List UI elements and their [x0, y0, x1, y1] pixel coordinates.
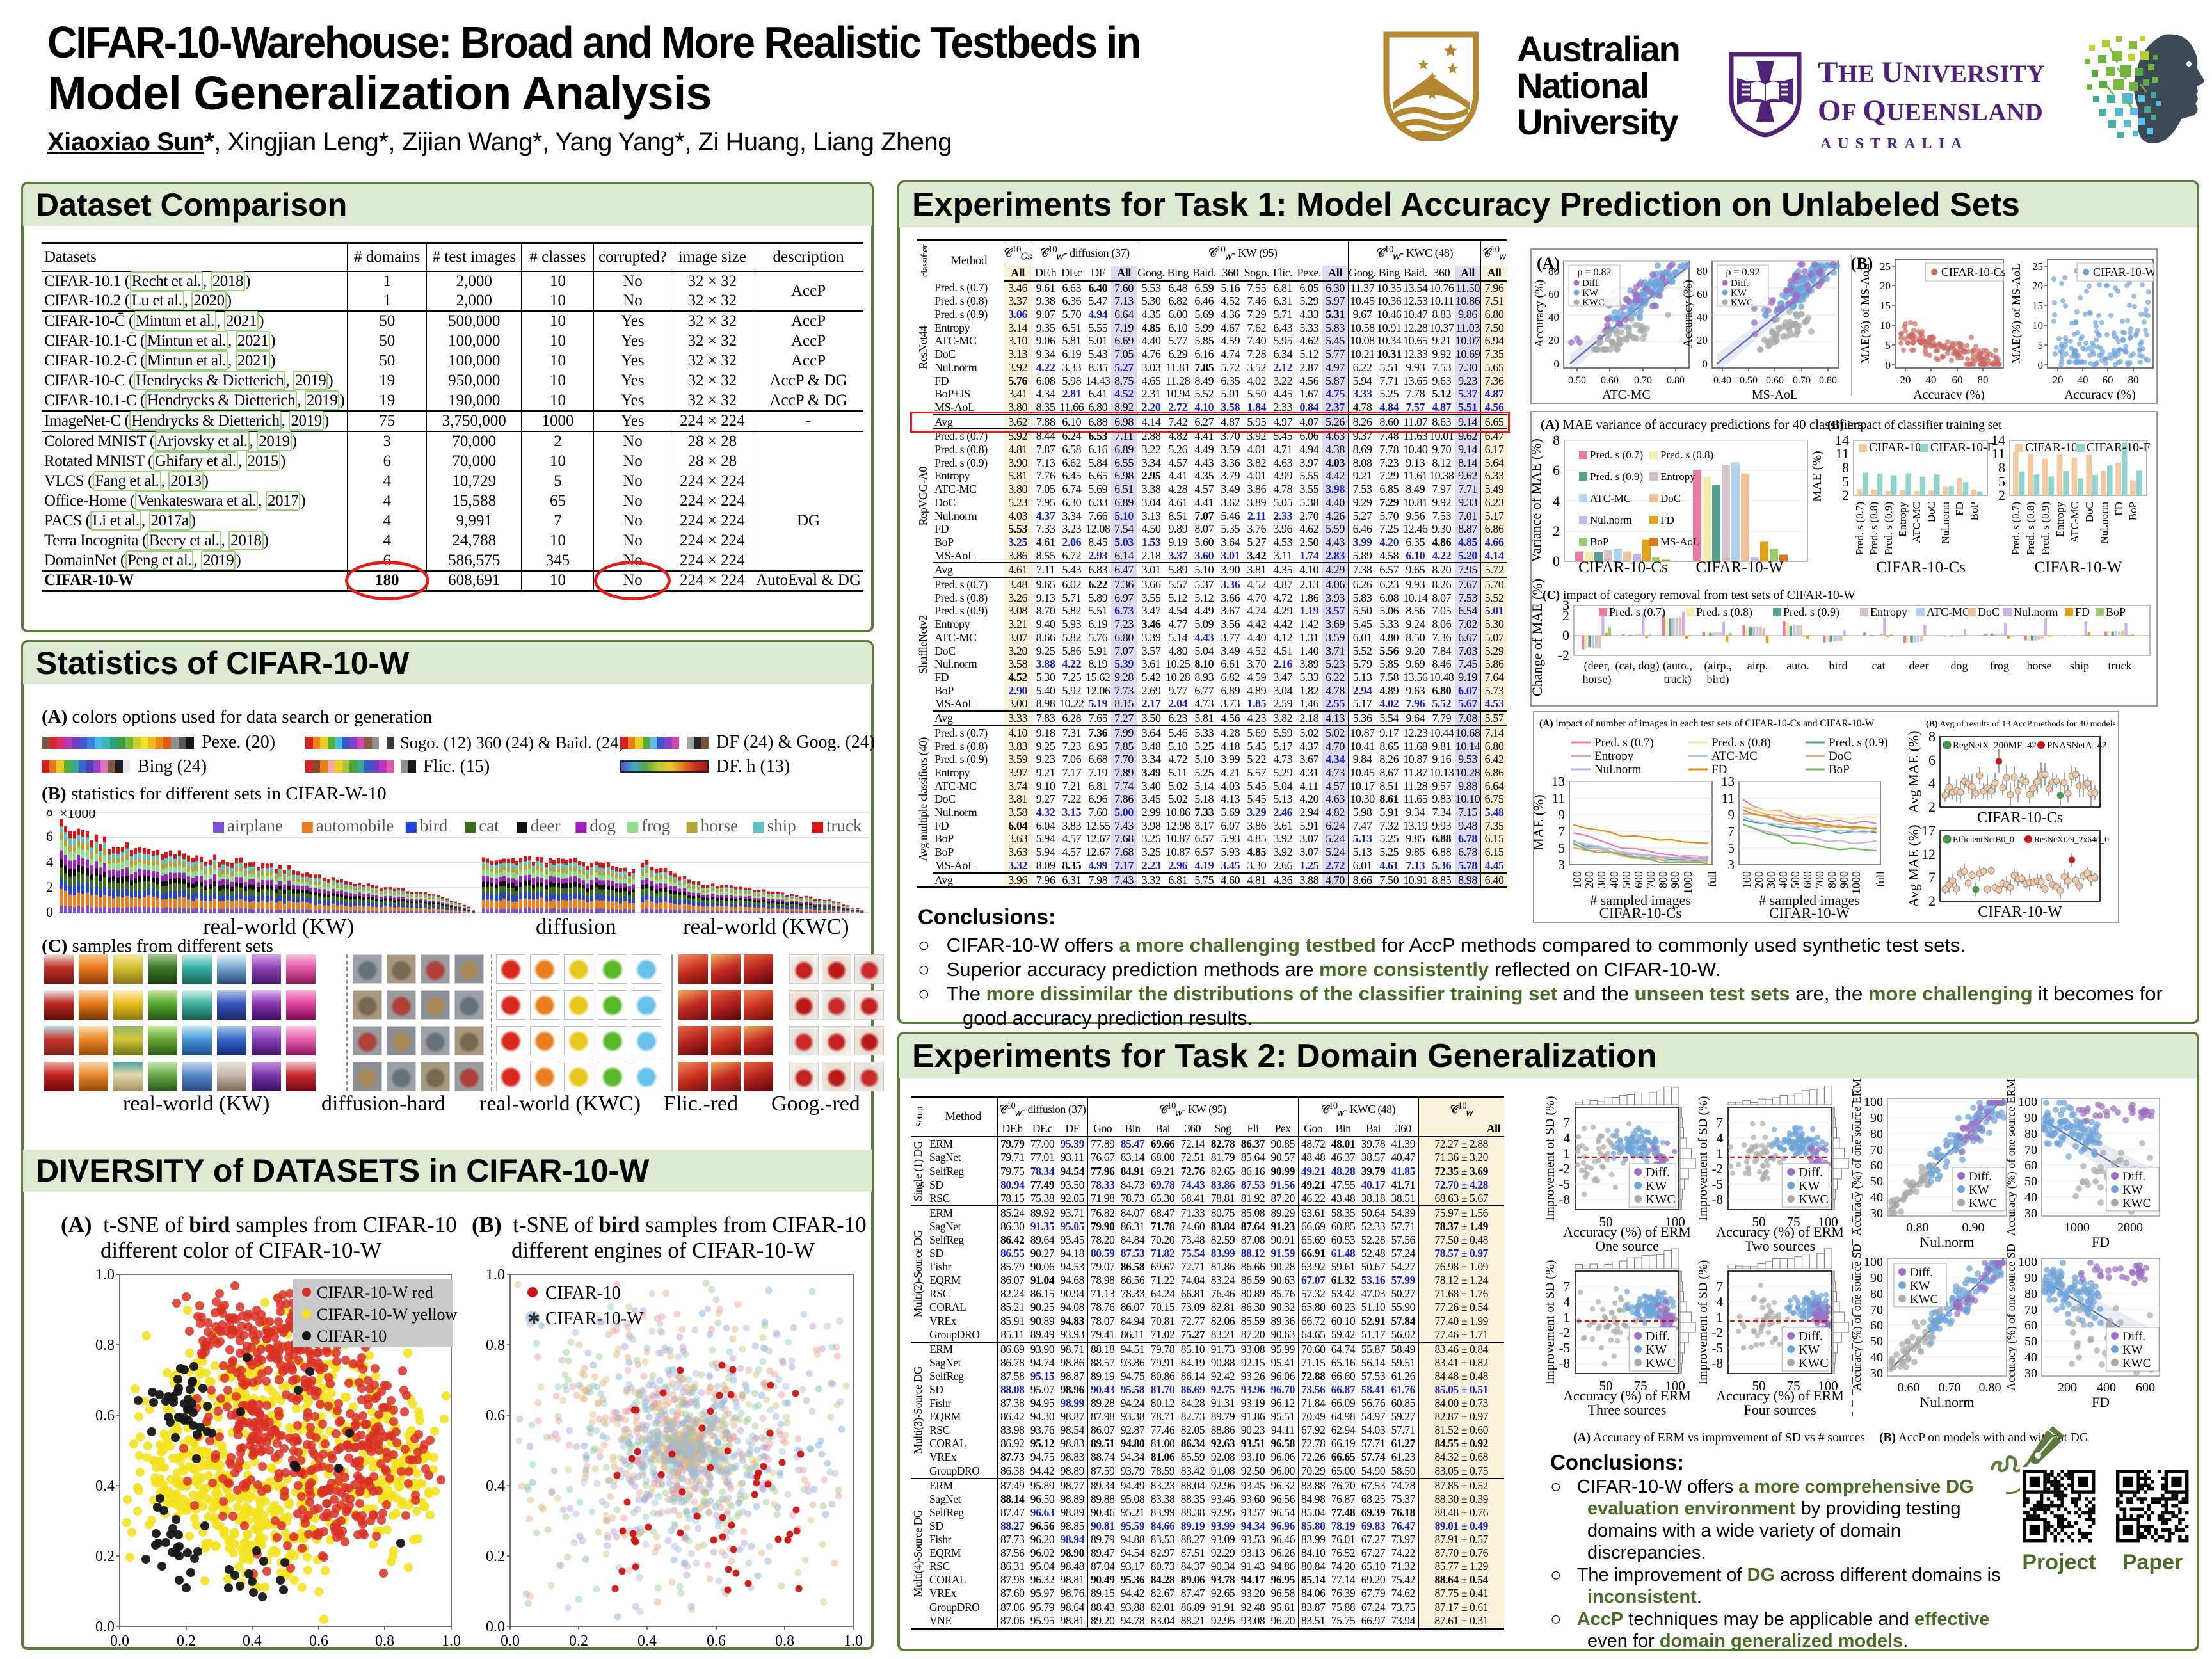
- svg-text:2: 2: [46, 879, 53, 895]
- svg-text:dog: dog: [589, 816, 616, 835]
- svg-text:0.6: 0.6: [486, 1407, 505, 1424]
- svg-text:0.8: 0.8: [775, 1633, 794, 1649]
- svg-text:0.0: 0.0: [110, 1633, 129, 1649]
- svg-text:40: 40: [1697, 311, 1708, 323]
- svg-text:0.60: 0.60: [1601, 375, 1619, 386]
- svg-text:(A): (A): [1537, 254, 1560, 273]
- svg-text:0.50: 0.50: [1740, 375, 1758, 386]
- svg-text:0: 0: [1554, 358, 1560, 370]
- svg-text:80: 80: [1548, 265, 1559, 277]
- svg-text:0.2: 0.2: [177, 1633, 196, 1649]
- svg-text:truck: truck: [826, 816, 862, 835]
- svg-text:ATC-MC: ATC-MC: [1602, 388, 1651, 400]
- svg-text:✱: ✱: [527, 1310, 540, 1327]
- svg-text:1.0: 1.0: [486, 1267, 505, 1283]
- svg-text:bird: bird: [420, 816, 448, 835]
- svg-text:CIFAR-10: CIFAR-10: [545, 1283, 621, 1303]
- svg-text:4: 4: [46, 854, 53, 870]
- svg-text:20: 20: [1548, 334, 1559, 346]
- svg-text:0.0: 0.0: [95, 1619, 115, 1635]
- svg-text:0.8: 0.8: [486, 1337, 505, 1354]
- svg-text:0.6: 0.6: [707, 1633, 726, 1649]
- svg-text:0.2: 0.2: [569, 1633, 588, 1649]
- svg-text:KW: KW: [1582, 288, 1599, 298]
- svg-text:0.8: 0.8: [95, 1337, 115, 1354]
- svg-text:60: 60: [1548, 288, 1559, 300]
- svg-text:0.4: 0.4: [486, 1478, 505, 1495]
- svg-text:40: 40: [1548, 311, 1559, 323]
- svg-text:KWC: KWC: [1582, 298, 1605, 308]
- svg-text:CIFAR-10: CIFAR-10: [317, 1327, 387, 1345]
- svg-text:0.4: 0.4: [95, 1478, 115, 1495]
- svg-text:airplane: airplane: [227, 816, 283, 835]
- svg-text:0.6: 0.6: [95, 1407, 115, 1424]
- svg-text:0.80: 0.80: [1819, 375, 1837, 386]
- svg-text:CIFAR-10-W yellow: CIFAR-10-W yellow: [317, 1305, 458, 1324]
- svg-text:×1000: ×1000: [60, 810, 95, 821]
- svg-text:1.0: 1.0: [95, 1267, 115, 1283]
- svg-text:0.80: 0.80: [1667, 375, 1685, 386]
- svg-text:20: 20: [1697, 334, 1708, 346]
- svg-text:0.50: 0.50: [1568, 375, 1586, 386]
- svg-text:0.4: 0.4: [243, 1633, 262, 1649]
- svg-text:0.70: 0.70: [1793, 375, 1811, 386]
- svg-text:ρ = 0.82: ρ = 0.82: [1577, 267, 1611, 278]
- svg-text:cat: cat: [479, 816, 499, 835]
- svg-text:automobile: automobile: [316, 816, 394, 835]
- svg-text:0.2: 0.2: [95, 1548, 115, 1565]
- svg-text:0.8: 0.8: [375, 1633, 394, 1649]
- svg-text:0.0: 0.0: [486, 1619, 505, 1635]
- svg-text:6: 6: [46, 828, 53, 844]
- svg-text:0: 0: [1703, 358, 1708, 370]
- svg-text:0.40: 0.40: [1713, 375, 1731, 386]
- svg-text:80: 80: [1697, 265, 1708, 277]
- svg-text:CIFAR-10-W red: CIFAR-10-W red: [317, 1283, 433, 1302]
- svg-text:0.2: 0.2: [486, 1548, 505, 1565]
- svg-text:frog: frog: [641, 816, 670, 835]
- svg-text:horse: horse: [701, 816, 738, 835]
- svg-text:Diff.: Diff.: [1582, 278, 1600, 289]
- svg-text:Accuracy (%): Accuracy (%): [1533, 280, 1546, 348]
- svg-text:60: 60: [1697, 288, 1708, 300]
- svg-text:0.4: 0.4: [637, 1633, 657, 1649]
- svg-text:1.0: 1.0: [844, 1633, 863, 1649]
- svg-text:0.0: 0.0: [501, 1633, 520, 1649]
- svg-text:0: 0: [46, 904, 53, 920]
- svg-text:0.6: 0.6: [309, 1633, 328, 1649]
- svg-text:8: 8: [46, 810, 53, 819]
- svg-text:1.0: 1.0: [442, 1633, 461, 1649]
- svg-text:0.60: 0.60: [1766, 375, 1784, 386]
- svg-text:ship: ship: [767, 816, 796, 835]
- svg-text:CIFAR-10-W: CIFAR-10-W: [545, 1309, 644, 1329]
- svg-text:deer: deer: [531, 816, 560, 835]
- svg-text:0.70: 0.70: [1634, 375, 1652, 386]
